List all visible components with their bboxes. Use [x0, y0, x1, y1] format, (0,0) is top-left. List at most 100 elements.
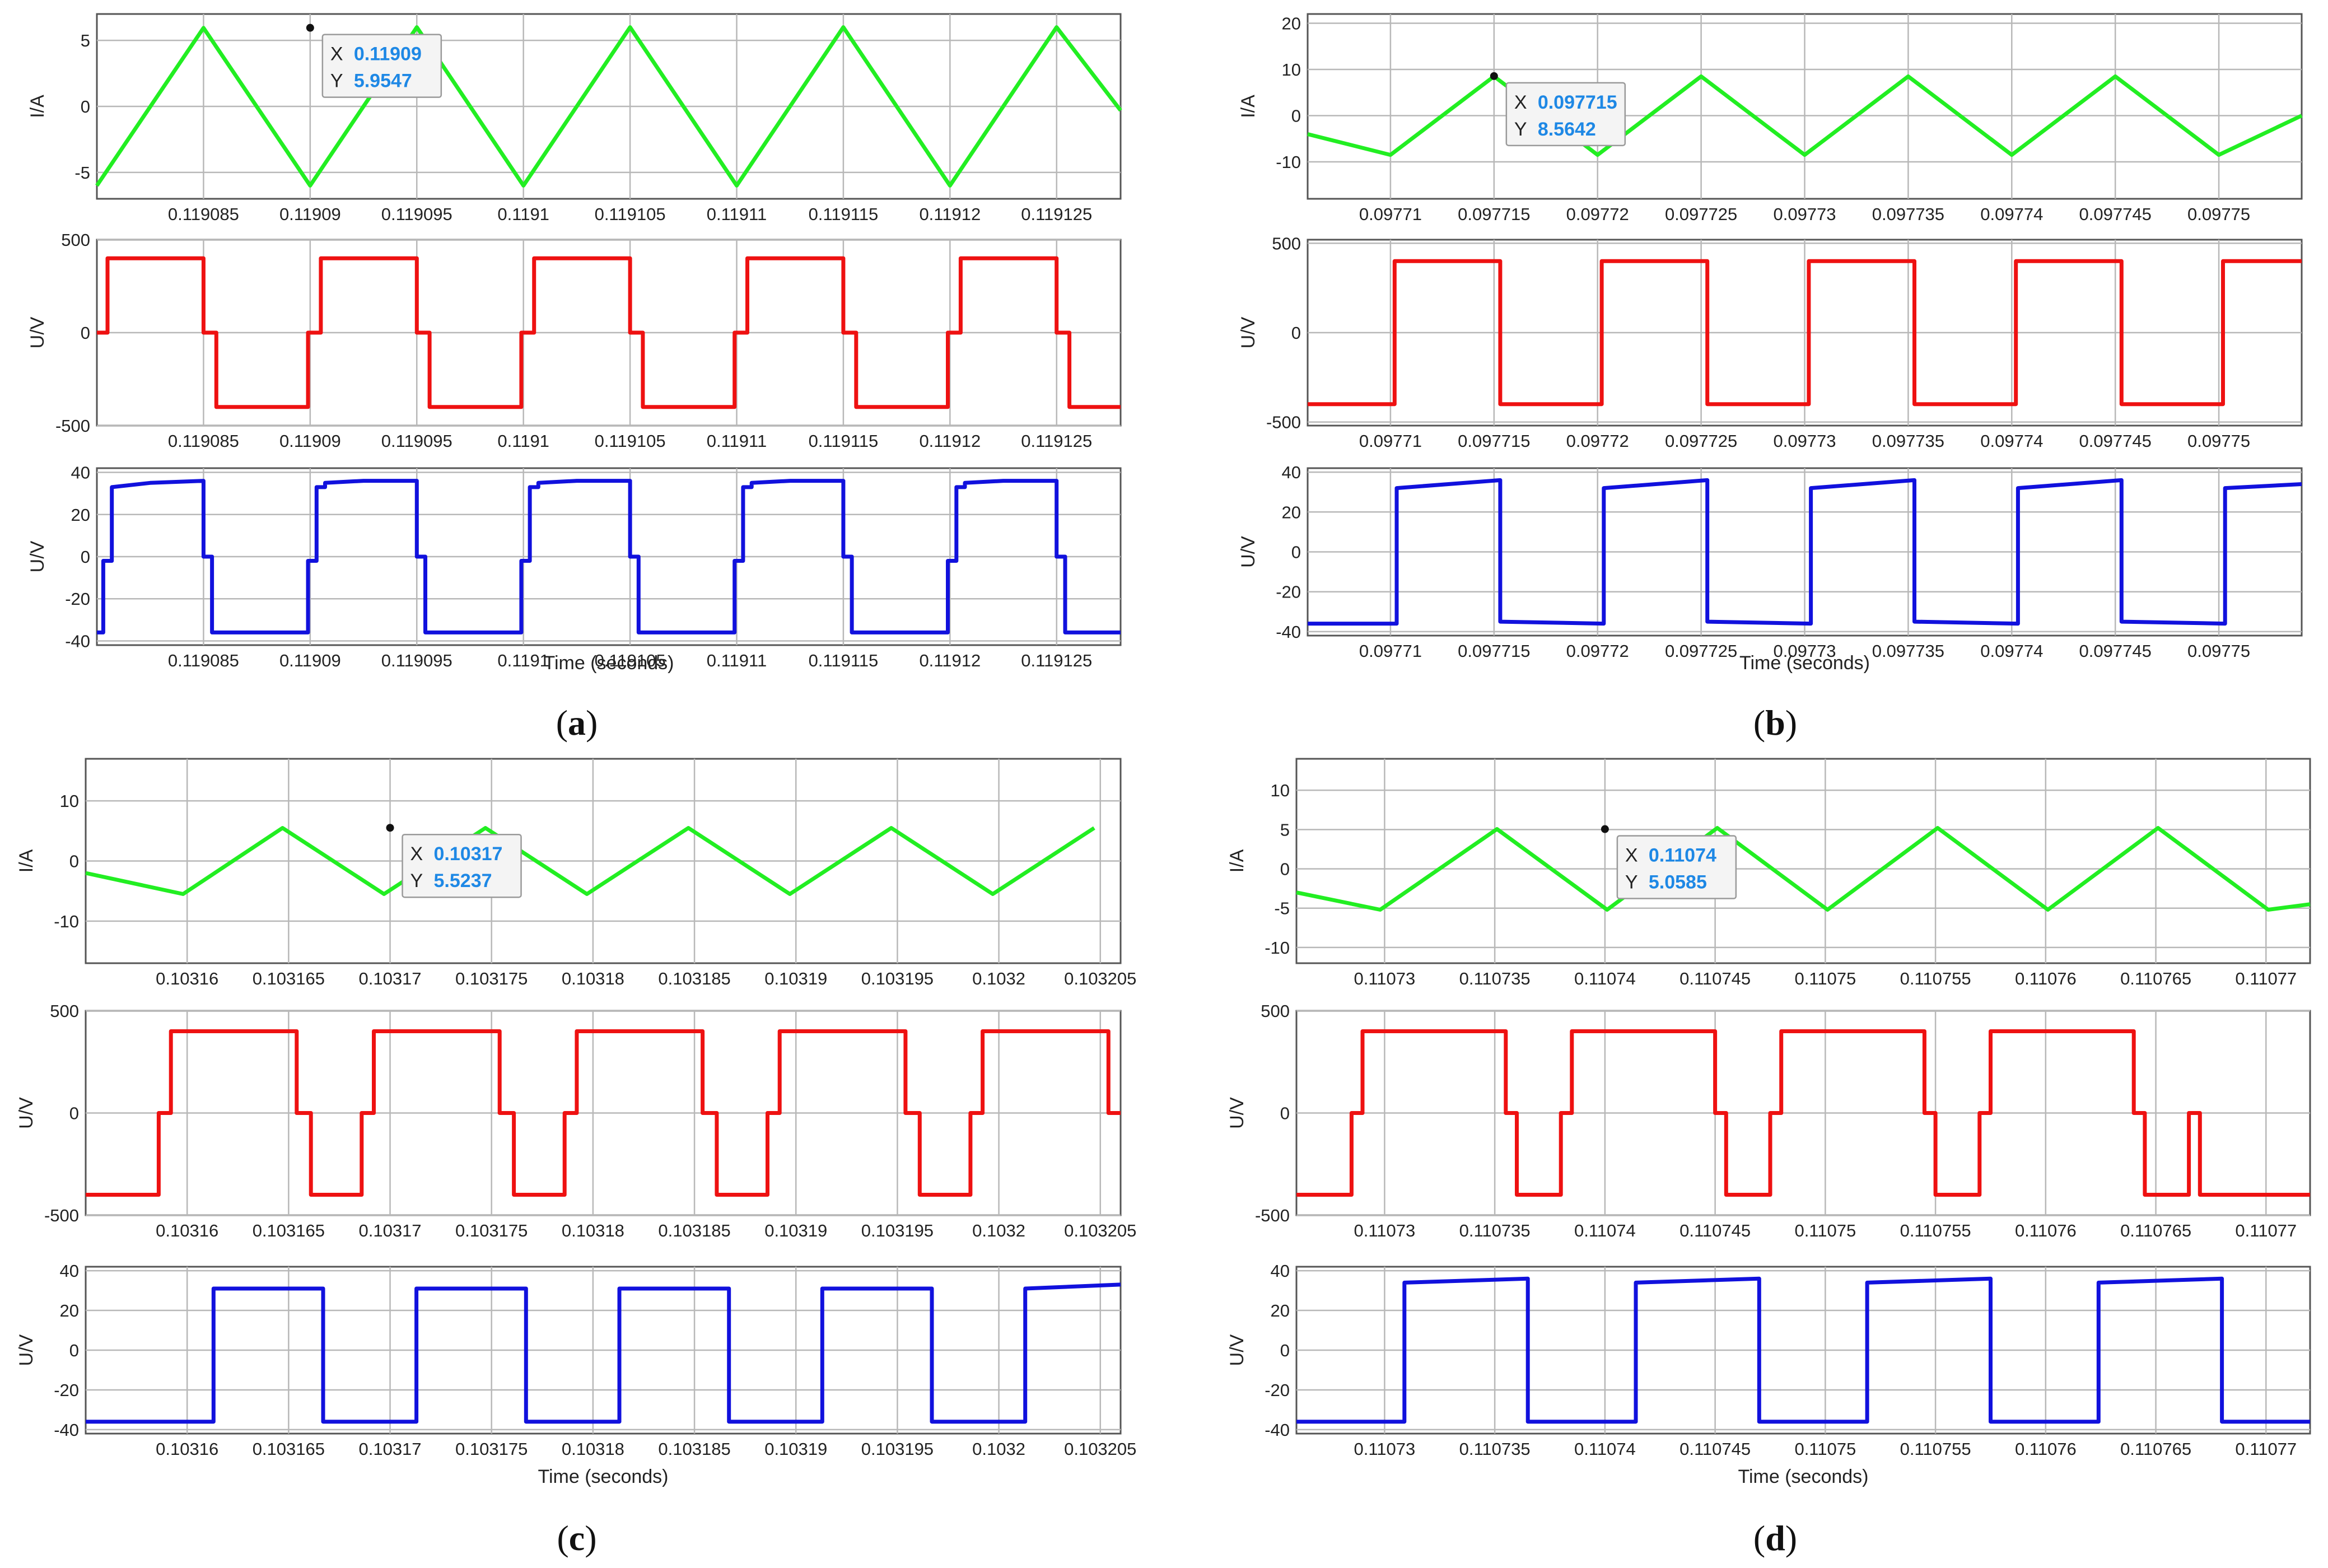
datatip-y-label: Y	[1625, 872, 1638, 893]
x-tick-label: 0.097735	[1872, 431, 1944, 451]
x-tick-label: 0.119095	[381, 431, 452, 451]
y-tick-label: -40	[54, 1420, 79, 1440]
x-tick-label: 0.119105	[595, 204, 666, 224]
x-tick-label: 0.103195	[861, 969, 934, 988]
x-tick-label: 0.09775	[2187, 641, 2250, 661]
y-tick-label: -10	[1265, 938, 1290, 958]
y-tick-label: 5	[1280, 820, 1290, 839]
x-tick-label: 0.10316	[156, 1221, 218, 1240]
subplot: 0.119085 0.11909 0.119095 0.1191 0.119105 0.1…	[27, 230, 1122, 451]
x-tick-label: 0.10316	[156, 1439, 218, 1459]
y-tick-label: 500	[1261, 1001, 1290, 1021]
series-line	[1296, 826, 2311, 912]
y-tick-label: -20	[1276, 582, 1301, 602]
x-tick-label: 0.11076	[2015, 1221, 2077, 1240]
datatip-x-value: 0.097715	[1538, 92, 1617, 113]
y-tick-label: 0	[69, 1341, 79, 1360]
x-tick-label: 0.103205	[1064, 1221, 1136, 1240]
subplot: 0.11073 0.110735 0.11074 0.110745 0.11075 0.1…	[1226, 1001, 2311, 1240]
datatip-marker	[306, 24, 314, 32]
x-tick-label: 0.119115	[809, 204, 879, 224]
y-tick-label: 0	[1291, 543, 1301, 562]
x-axis-label: Time (seconds)	[538, 1466, 668, 1487]
series-line	[97, 256, 1121, 409]
y-tick-label: -5	[74, 163, 90, 183]
datatip-y-label: Y	[410, 870, 423, 892]
x-tick-label: 0.103165	[253, 1439, 325, 1459]
x-tick-label: 0.103185	[658, 1439, 730, 1459]
y-axis-label: U/V	[1226, 1097, 1248, 1129]
x-tick-label: 0.119125	[1021, 431, 1092, 451]
x-tick-label: 0.110745	[1679, 1439, 1751, 1459]
x-tick-label: 0.11912	[919, 431, 981, 451]
x-tick-label: 0.11911	[707, 651, 767, 670]
y-tick-label: -500	[1255, 1206, 1290, 1225]
y-axis-label: I/A	[27, 95, 48, 118]
x-tick-label: 0.11074	[1574, 1439, 1636, 1459]
x-tick-label: 0.103205	[1064, 969, 1136, 988]
y-tick-label: -40	[1265, 1420, 1290, 1440]
y-tick-label: 0	[1280, 1341, 1290, 1360]
y-tick-label: 0	[1291, 323, 1301, 343]
subplot: 0.10316 0.103165 0.10317 0.103175 0.10318 0.1…	[16, 758, 1136, 988]
datatip-box	[1616, 835, 1737, 899]
x-tick-label: 0.103195	[861, 1439, 934, 1459]
x-tick-label: 0.09773	[1773, 204, 1836, 224]
y-tick-label: 20	[1282, 14, 1301, 34]
y-tick-label: 40	[71, 463, 90, 483]
datatip-marker	[1490, 72, 1498, 80]
x-tick-label: 0.11909	[279, 204, 341, 224]
subfigure-label: (c)	[557, 1518, 596, 1558]
x-tick-label: 0.119105	[595, 431, 666, 451]
datatip-x-label: X	[1514, 92, 1527, 113]
panel-b: 0.09771 0.097715 0.09772 0.097725 0.09773 0.0…	[1238, 13, 2303, 743]
x-tick-label: 0.1191	[497, 204, 549, 224]
x-tick-label: 0.11077	[2235, 1221, 2297, 1240]
x-tick-label: 0.119095	[381, 204, 452, 224]
series-line	[86, 1282, 1121, 1424]
x-tick-label: 0.119095	[381, 651, 452, 670]
y-tick-label: -20	[54, 1380, 79, 1400]
y-tick-label: -10	[54, 912, 79, 931]
subplot: 0.10316 0.103165 0.10317 0.103175 0.10318 0.1…	[16, 1001, 1136, 1240]
datatip-box	[1505, 82, 1626, 147]
y-tick-label: 5	[81, 31, 90, 50]
y-tick-label: 0	[1280, 1104, 1290, 1123]
x-tick-label: 0.09774	[1980, 431, 2043, 451]
y-tick-label: 20	[1271, 1301, 1290, 1320]
y-tick-label: 0	[81, 547, 90, 567]
y-tick-label: 20	[60, 1301, 79, 1320]
x-tick-label: 0.119115	[809, 431, 879, 451]
x-tick-label: 0.110765	[2120, 969, 2191, 988]
x-tick-label: 0.09771	[1359, 641, 1422, 661]
x-tick-label: 0.103175	[455, 1221, 528, 1240]
x-tick-label: 0.10319	[764, 1221, 827, 1240]
x-tick-label: 0.097725	[1665, 204, 1737, 224]
series-line	[85, 826, 1095, 896]
x-tick-label: 0.1032	[972, 969, 1025, 988]
x-tick-label: 0.10319	[764, 1439, 827, 1459]
datatip-x-value: 0.10317	[434, 843, 503, 865]
x-tick-label: 0.11075	[1794, 969, 1856, 988]
datatip-x-label: X	[1625, 845, 1638, 866]
datatip-y-value: 5.5237	[434, 870, 492, 892]
y-tick-label: 0	[1291, 106, 1301, 126]
x-tick-label: 0.11077	[2235, 969, 2297, 988]
x-tick-label: 0.1032	[972, 1439, 1025, 1459]
y-tick-label: 10	[1282, 60, 1301, 80]
x-tick-label: 0.110745	[1679, 969, 1751, 988]
x-tick-label: 0.11076	[2015, 1439, 2077, 1459]
series-line	[1308, 478, 2302, 626]
series-line	[1296, 1276, 2310, 1424]
x-tick-label: 0.097745	[2079, 431, 2152, 451]
x-tick-label: 0.119125	[1021, 204, 1092, 224]
y-tick-label: -500	[1266, 413, 1301, 432]
y-tick-label: -40	[1276, 622, 1301, 642]
x-tick-label: 0.119085	[168, 431, 239, 451]
y-tick-label: 0	[81, 323, 90, 343]
x-tick-label: 0.110745	[1679, 1221, 1751, 1240]
subplot: 0.11073 0.110735 0.11074 0.110745 0.11075 0.1…	[1226, 758, 2311, 988]
x-tick-label: 0.11074	[1574, 969, 1636, 988]
subplot: 0.09771 0.097715 0.09772 0.097725 0.09773 0.0…	[1238, 234, 2303, 451]
series-line	[1307, 74, 2303, 157]
